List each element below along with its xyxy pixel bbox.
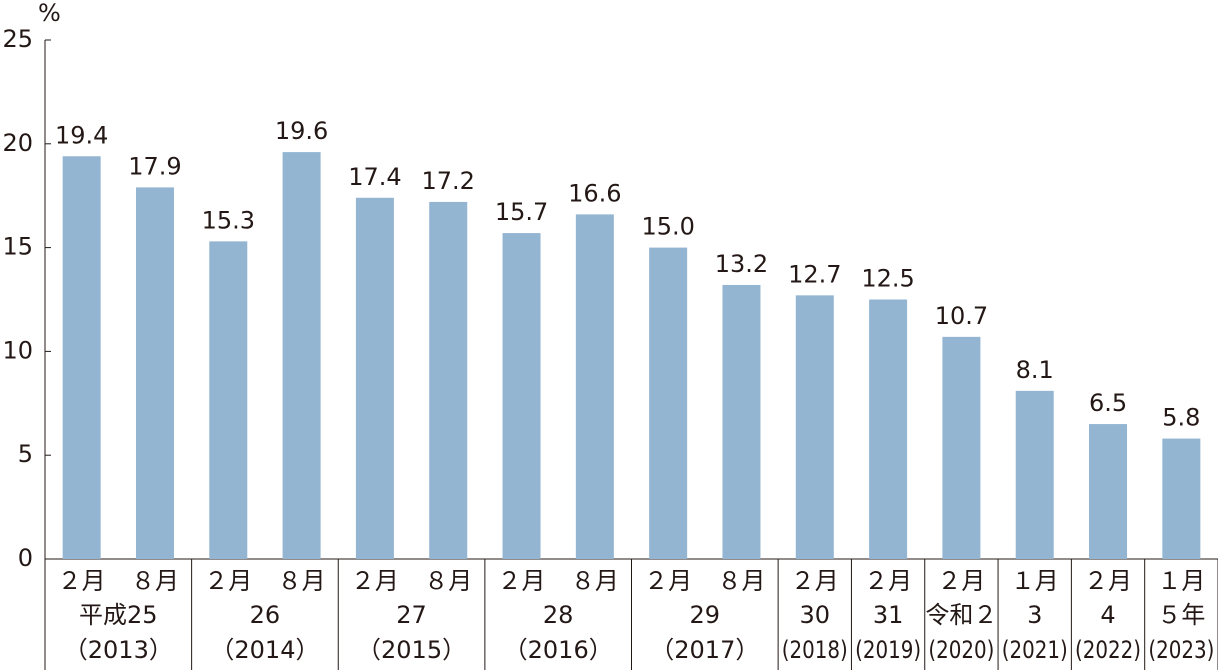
bar: [575, 214, 614, 559]
x-group-label: 令和２: [925, 601, 997, 629]
x-group-label: ５年: [1157, 601, 1205, 629]
bar: [62, 156, 101, 560]
value-label: 12.5: [861, 265, 914, 293]
x-tick-label: １月: [1011, 567, 1059, 595]
x-group-label: 27: [396, 601, 427, 629]
value-label: 5.8: [1162, 404, 1200, 432]
bar: [1089, 424, 1128, 559]
value-label: 17.2: [422, 167, 475, 195]
x-tick-label: ２月: [204, 567, 252, 595]
x-tick-label: ８月: [131, 567, 179, 595]
bar: [869, 299, 908, 559]
value-label: 8.1: [1016, 356, 1054, 384]
y-tick-label: 15: [2, 233, 33, 261]
x-group-label: 28: [543, 601, 574, 629]
x-tick-label: ２月: [644, 567, 692, 595]
y-tick-label: 0: [18, 544, 33, 572]
bar: [282, 152, 321, 559]
value-label: 17.9: [128, 152, 181, 180]
bar: [502, 233, 541, 559]
x-group-label: 31: [873, 601, 904, 629]
x-tick-label: １月: [1157, 567, 1205, 595]
value-label: 15.0: [641, 213, 694, 241]
value-label: 10.7: [935, 302, 988, 330]
y-tick-label: 25: [2, 25, 33, 53]
x-group-sublabel: (2023): [1148, 636, 1214, 664]
value-label: 17.4: [348, 163, 401, 191]
bar: [355, 197, 394, 559]
value-label: 15.7: [495, 198, 548, 226]
x-group-sublabel: （2013）: [64, 636, 173, 664]
bar: [1015, 390, 1054, 559]
x-group-label: 平成25: [79, 601, 158, 629]
x-tick-label: ８月: [571, 567, 619, 595]
x-tick-label: ８月: [278, 567, 326, 595]
bar: [135, 187, 174, 559]
value-label: 19.4: [55, 121, 108, 149]
x-group-label: 4: [1100, 601, 1115, 629]
bar: [429, 201, 468, 560]
x-group-label: 26: [250, 601, 281, 629]
x-tick-label: ２月: [1084, 567, 1132, 595]
bar: [1162, 438, 1201, 559]
x-group-sublabel: （2015）: [357, 636, 466, 664]
value-label: 19.6: [275, 117, 328, 145]
y-tick-label: 20: [2, 129, 33, 157]
x-tick-label: ２月: [58, 567, 106, 595]
bar: [942, 336, 981, 559]
x-group-label: 30: [800, 601, 831, 629]
x-tick-label: ８月: [424, 567, 472, 595]
value-label: 12.7: [788, 260, 841, 288]
x-tick-label: ２月: [864, 567, 912, 595]
value-label: 16.6: [568, 179, 621, 207]
x-group-label: 3: [1027, 601, 1042, 629]
x-group-sublabel: (2020): [928, 636, 994, 664]
y-tick-label: 10: [2, 336, 33, 364]
bar: [649, 247, 688, 559]
x-group-sublabel: （2014）: [210, 636, 319, 664]
x-tick-label: ８月: [717, 567, 765, 595]
x-tick-label: ２月: [937, 567, 985, 595]
x-tick-label: ２月: [351, 567, 399, 595]
bar: [795, 295, 834, 559]
bar: [209, 241, 248, 559]
x-group-label: 29: [690, 601, 721, 629]
x-tick-label: ２月: [498, 567, 546, 595]
x-group-sublabel: (2021): [1002, 636, 1068, 664]
value-label: 15.3: [202, 206, 255, 234]
x-group-sublabel: (2018): [782, 636, 848, 664]
value-label: 6.5: [1089, 389, 1127, 417]
y-unit: %: [38, 0, 61, 27]
y-tick-label: 5: [18, 440, 33, 468]
x-group-sublabel: （2017）: [650, 636, 759, 664]
x-group-sublabel: (2019): [855, 636, 921, 664]
x-group-sublabel: (2022): [1075, 636, 1141, 664]
bar: [722, 284, 761, 559]
x-group-sublabel: （2016）: [504, 636, 613, 664]
value-label: 13.2: [715, 250, 768, 278]
x-tick-label: ２月: [791, 567, 839, 595]
